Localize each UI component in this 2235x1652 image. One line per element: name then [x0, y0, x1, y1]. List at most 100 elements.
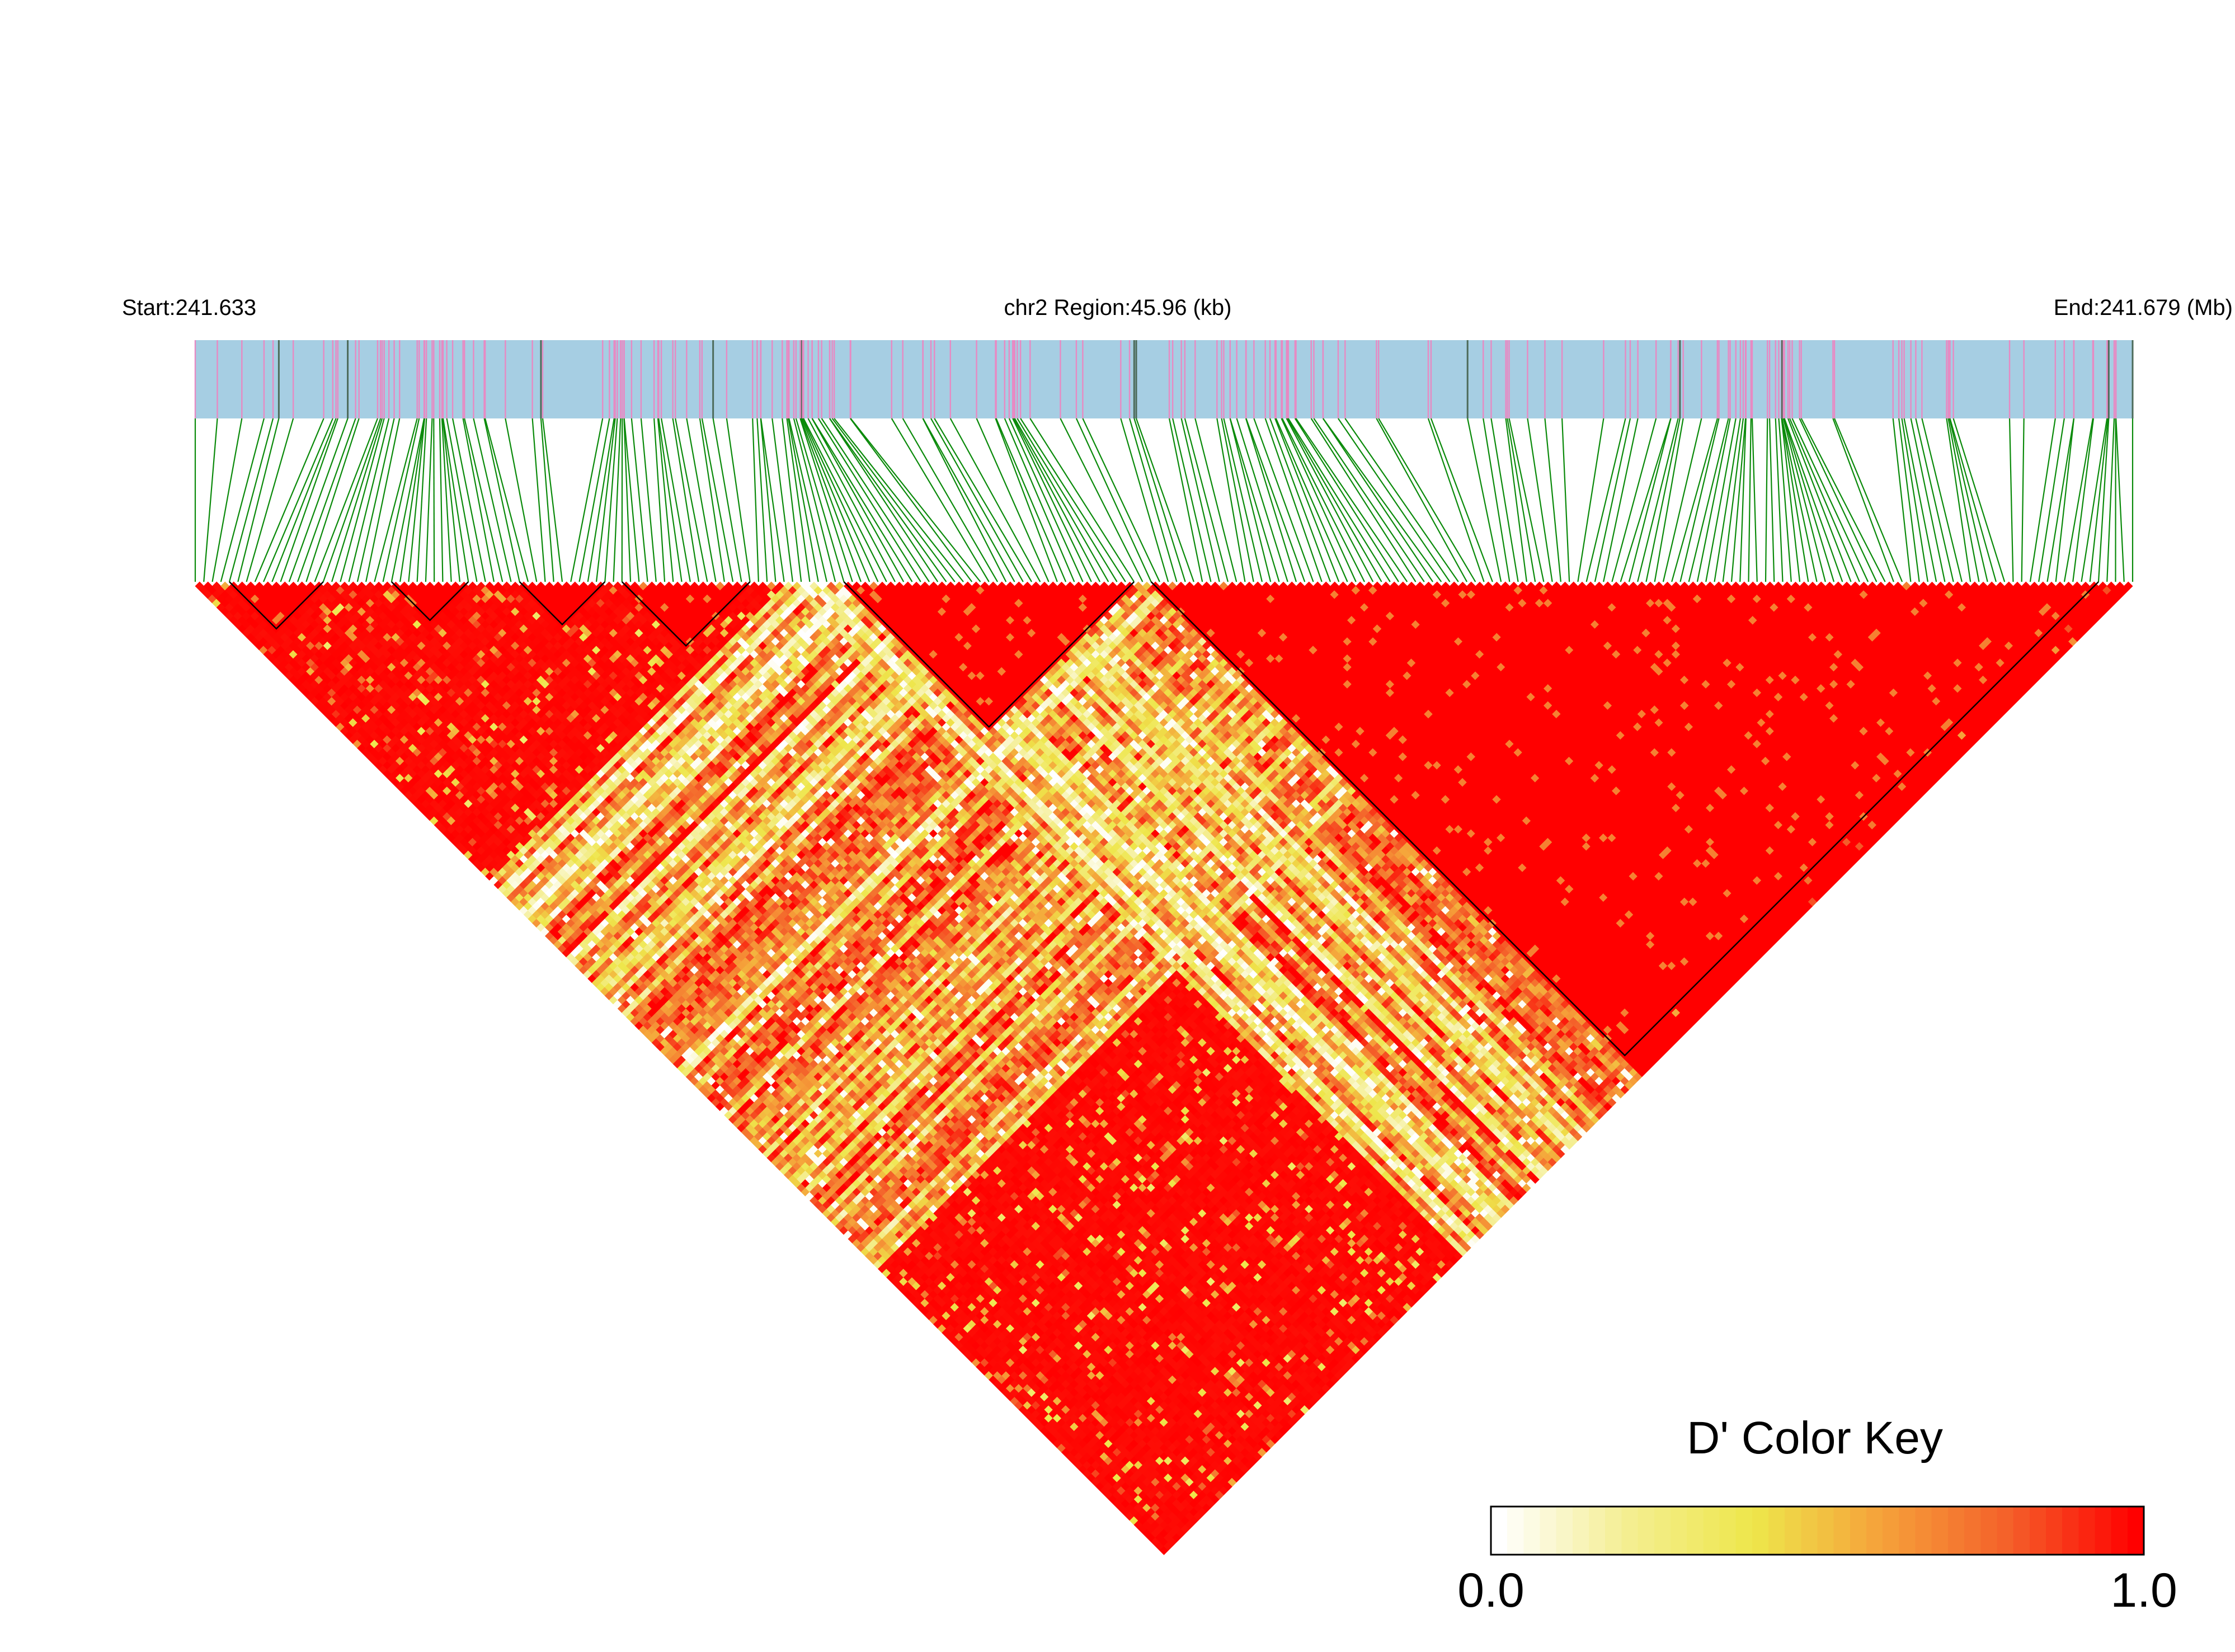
snp-connector: [1194, 418, 1238, 582]
snp-connector: [1585, 418, 1626, 582]
snp-connector: [1903, 418, 1937, 582]
snp-connector: [1947, 418, 1980, 582]
snp-connector: [675, 418, 708, 582]
snp-connector: [570, 418, 604, 582]
snp-connector: [1952, 418, 2006, 582]
snp-connector: [1915, 418, 1954, 582]
snp-connector: [771, 418, 793, 582]
ld-cell: [600, 961, 610, 971]
snp-connector: [949, 418, 1041, 582]
snp-connector: [817, 418, 921, 582]
snp-connector: [2089, 418, 2109, 582]
snp-connector: [1508, 418, 1545, 582]
ld-cell: [958, 1328, 968, 1338]
snp-connector: [850, 418, 981, 582]
snp-connector: [540, 418, 554, 582]
snp-connector: [305, 418, 360, 582]
ld-cell: [754, 1115, 763, 1124]
snp-connector: [1264, 418, 1323, 582]
snp-connector: [934, 418, 1032, 582]
snp-connector: [439, 418, 444, 582]
snp-connector: [399, 418, 425, 582]
snp-connector: [1338, 418, 1451, 582]
snp-connector: [1236, 418, 1288, 582]
ld-cell: [220, 607, 230, 616]
snp-connector: [1060, 418, 1144, 582]
snp-connector: [365, 418, 401, 582]
snp-connector: [623, 418, 640, 582]
snp-connector: [1949, 418, 1988, 582]
ld-cell: [417, 778, 426, 787]
snp-connector: [254, 418, 324, 582]
ld-cell: [1130, 1499, 1139, 1508]
snp-connector: [542, 418, 563, 582]
snp-connector: [701, 418, 734, 582]
snp-connector: [578, 418, 610, 582]
snp-connector: [760, 418, 785, 582]
ld-cell: [430, 807, 439, 817]
snp-connector: [1921, 418, 1963, 582]
snp-connector: [1765, 418, 1768, 582]
ld-cell: [852, 1221, 862, 1231]
ld-cell: [493, 854, 503, 864]
snp-connector: [1949, 418, 1997, 582]
snp-connector: [613, 418, 622, 582]
snp-connector: [483, 418, 520, 582]
snp-connector: [1768, 418, 1775, 582]
ld-cell: [1052, 1422, 1062, 1432]
snp-connector: [1133, 418, 1186, 582]
ld-cell: [255, 624, 264, 633]
ld-cell: [506, 884, 516, 894]
ld-cell: [305, 684, 315, 693]
snp-connector: [451, 418, 486, 582]
snp-connector: [799, 418, 853, 582]
snp-connector: [1245, 418, 1306, 582]
snp-connector: [829, 418, 939, 582]
ld-cell: [246, 607, 256, 616]
snp-connector: [1483, 418, 1511, 582]
snp-connector: [1269, 418, 1331, 582]
snp-connector: [795, 418, 845, 582]
snp-connector: [442, 418, 469, 582]
snp-connector: [831, 418, 956, 582]
snp-connector: [1184, 418, 1229, 582]
ld-cell: [651, 1038, 661, 1047]
ld-cell: [929, 1315, 938, 1325]
snp-connector: [374, 418, 418, 582]
snp-connector: [1120, 418, 1169, 582]
ld-cell: [805, 1192, 815, 1201]
ld-cell: [399, 778, 409, 787]
ld-cell: [323, 684, 332, 693]
snp-connector: [356, 418, 395, 582]
snp-connector: [425, 418, 433, 582]
snp-connector: [1781, 418, 1801, 582]
ld-cell: [805, 1174, 815, 1184]
snp-connector: [1490, 418, 1519, 582]
ld-cell: [323, 701, 332, 710]
snp-connector: [849, 418, 973, 582]
snp-connector: [1223, 418, 1263, 582]
ld-cell: [958, 1345, 968, 1355]
snp-connector: [658, 418, 683, 582]
ld-cell: [229, 607, 238, 616]
snp-connector: [2029, 418, 2056, 582]
snp-connector: [1505, 418, 1527, 582]
snp-connector: [220, 418, 265, 582]
snp-connector: [1679, 418, 1720, 582]
ld-cell: [1083, 1469, 1092, 1479]
ld-cell: [575, 961, 584, 971]
ld-cell: [383, 760, 392, 770]
snp-connector: [1281, 418, 1365, 582]
snp-connector: [1671, 418, 1718, 582]
snp-connector: [1221, 418, 1254, 582]
ld-cell: [775, 1161, 785, 1171]
snp-connector: [587, 418, 615, 582]
ld-cell: [724, 1085, 733, 1094]
ld-cell: [314, 684, 324, 693]
snp-connector: [1901, 418, 1928, 582]
snp-connector: [314, 418, 378, 582]
snp-connector: [382, 418, 420, 582]
snp-connector: [1662, 418, 1702, 582]
ld-cell: [591, 961, 601, 971]
snp-connector: [2081, 418, 2108, 582]
